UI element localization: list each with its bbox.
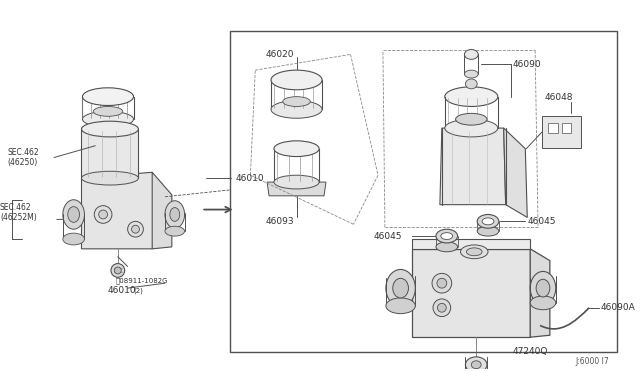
Polygon shape [267,182,326,196]
Polygon shape [412,239,530,249]
Bar [542,116,581,148]
Text: 46090: 46090 [513,60,541,69]
Polygon shape [530,249,550,337]
Ellipse shape [94,206,112,223]
Polygon shape [81,172,162,249]
Polygon shape [152,172,172,249]
Text: 46010: 46010 [236,174,264,183]
Ellipse shape [165,201,184,228]
Text: SEC.462: SEC.462 [8,148,40,157]
Ellipse shape [461,245,488,259]
Ellipse shape [436,229,458,243]
Ellipse shape [433,299,451,317]
Ellipse shape [477,215,499,228]
Ellipse shape [456,113,487,125]
Ellipse shape [536,279,550,297]
Text: 46048: 46048 [545,93,573,102]
Ellipse shape [436,242,458,252]
Text: (46252M): (46252M) [0,213,36,222]
Polygon shape [440,128,506,205]
Bar [230,31,616,352]
Text: 47240Q: 47240Q [513,347,548,356]
Text: 46090A: 46090A [601,303,636,312]
Ellipse shape [127,221,143,237]
Text: 46020: 46020 [265,50,294,59]
Ellipse shape [530,272,556,305]
Bar [548,123,557,133]
Ellipse shape [445,119,498,137]
Text: ⓝ08911-1082G: ⓝ08911-1082G [116,277,168,283]
Ellipse shape [283,97,310,106]
Polygon shape [504,128,527,217]
Ellipse shape [432,273,452,293]
Ellipse shape [465,371,487,372]
Ellipse shape [132,225,140,233]
Ellipse shape [93,106,123,116]
Text: 46093: 46093 [265,217,294,226]
Ellipse shape [471,361,481,369]
Ellipse shape [437,303,446,312]
Ellipse shape [271,70,322,90]
Ellipse shape [170,208,180,221]
Ellipse shape [465,357,487,372]
Bar [562,123,572,133]
Polygon shape [412,249,530,337]
Ellipse shape [482,218,494,225]
Ellipse shape [441,232,452,240]
Ellipse shape [530,296,556,310]
Text: J:6000 I7: J:6000 I7 [575,357,609,366]
Ellipse shape [477,226,499,236]
Ellipse shape [115,267,121,274]
Ellipse shape [274,141,319,157]
Ellipse shape [68,206,79,222]
Ellipse shape [81,121,138,137]
Ellipse shape [386,269,415,307]
Ellipse shape [99,210,108,219]
Text: SEC.462: SEC.462 [0,203,31,212]
Ellipse shape [465,49,478,60]
Ellipse shape [111,264,125,277]
Ellipse shape [465,79,477,89]
Ellipse shape [386,298,415,314]
Ellipse shape [83,88,134,106]
Text: 46045: 46045 [373,232,402,241]
Ellipse shape [81,171,138,185]
Ellipse shape [467,248,482,256]
Ellipse shape [83,111,134,127]
Ellipse shape [465,70,478,78]
Polygon shape [81,129,138,178]
Text: (46250): (46250) [8,158,38,167]
Ellipse shape [445,87,498,106]
Ellipse shape [63,200,84,229]
Ellipse shape [165,226,184,236]
Ellipse shape [437,278,447,288]
Ellipse shape [63,233,84,245]
Text: 46010: 46010 [108,286,136,295]
Text: (2): (2) [134,288,143,294]
Ellipse shape [271,100,322,118]
Text: 46045: 46045 [527,217,556,226]
Ellipse shape [274,175,319,189]
Ellipse shape [393,278,408,298]
